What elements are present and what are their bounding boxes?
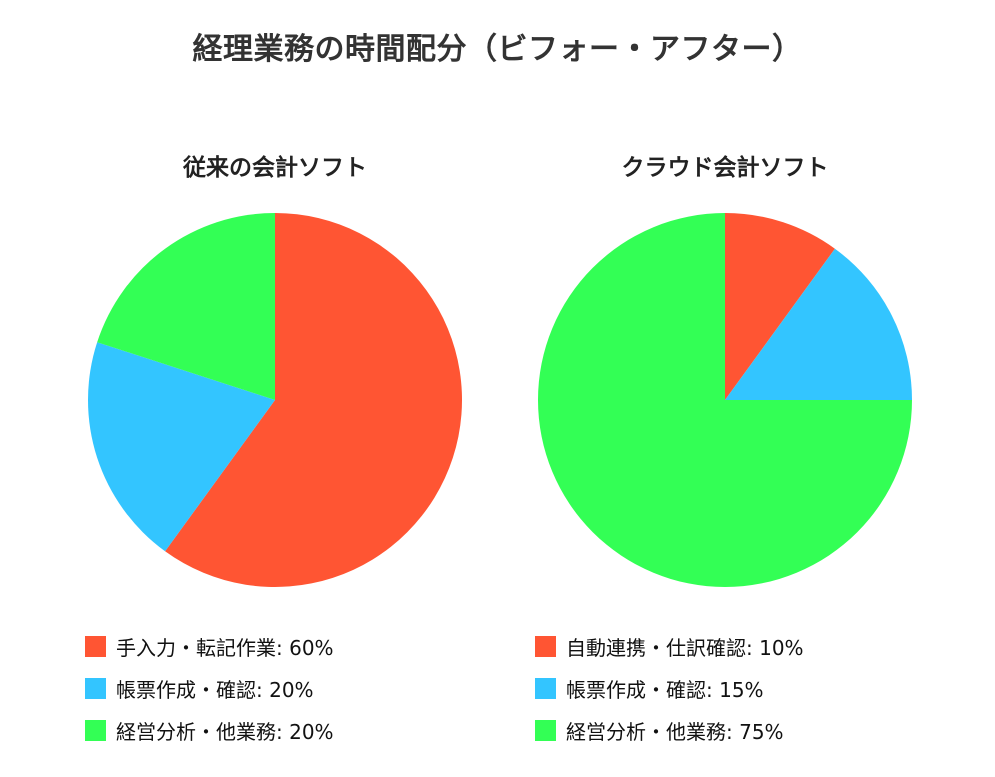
- page-title: 経理業務の時間配分（ビフォー・アフター）: [192, 32, 803, 67]
- pie-slice: [165, 213, 463, 587]
- legend-item: 帳票作成・確認: 20%: [85, 667, 495, 709]
- legend-swatch: [535, 719, 556, 741]
- pie-chart-cloud: クラウド会計ソフト 自動連携・仕訳確認: 10% 帳票作成・確認: 15% 経営…: [505, 140, 945, 760]
- legend-swatch: [535, 677, 556, 699]
- legend-item: 自動連携・仕訳確認: 10%: [535, 625, 945, 667]
- legend-swatch: [85, 719, 106, 741]
- legend: 自動連携・仕訳確認: 10% 帳票作成・確認: 15% 経営分析・他業務: 75…: [535, 625, 945, 751]
- legend-label: 経営分析・他業務: 75%: [566, 719, 784, 744]
- legend-swatch: [535, 635, 556, 657]
- pie-svg: [88, 213, 463, 587]
- pie-svg: [538, 213, 912, 587]
- legend-item: 経営分析・他業務: 75%: [535, 709, 945, 751]
- chart-title: クラウド会計ソフト: [621, 155, 829, 181]
- legend-item: 帳票作成・確認: 15%: [535, 667, 945, 709]
- pie-slice: [97, 213, 275, 400]
- pie-slice: [538, 213, 912, 587]
- legend-label: 経営分析・他業務: 20%: [116, 719, 334, 744]
- legend-swatch: [85, 677, 106, 699]
- legend-item: 経営分析・他業務: 20%: [85, 709, 495, 751]
- legend-label: 帳票作成・確認: 20%: [116, 677, 314, 702]
- pie-slice: [725, 248, 912, 400]
- legend-label: 帳票作成・確認: 15%: [566, 677, 764, 702]
- pie-slice: [88, 342, 275, 552]
- legend-label: 自動連携・仕訳確認: 10%: [566, 635, 804, 660]
- pie-chart-traditional: 従来の会計ソフト 手入力・転記作業: 60% 帳票作成・確認: 20% 経営分析…: [55, 140, 495, 760]
- pie-slice: [725, 213, 835, 400]
- chart-title: 従来の会計ソフト: [183, 155, 367, 181]
- legend-item: 手入力・転記作業: 60%: [85, 625, 495, 667]
- legend-label: 手入力・転記作業: 60%: [116, 635, 334, 660]
- legend: 手入力・転記作業: 60% 帳票作成・確認: 20% 経営分析・他業務: 20%: [85, 625, 495, 751]
- legend-swatch: [85, 635, 106, 657]
